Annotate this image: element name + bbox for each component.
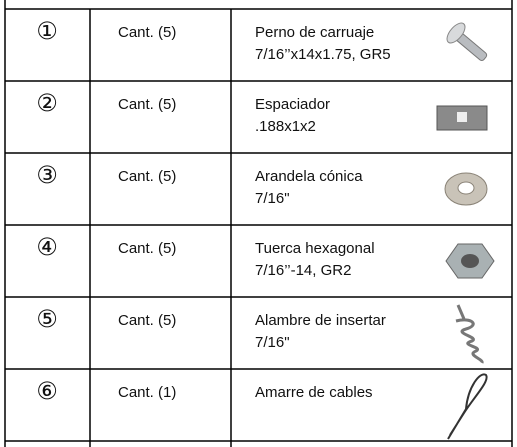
icon-shape (461, 254, 479, 268)
quantity: Cant. (5) (118, 312, 176, 329)
item-number: ① (36, 17, 58, 45)
part-icon (447, 373, 488, 440)
item-number: ② (36, 89, 58, 117)
description: Perno de carruaje (255, 24, 374, 41)
item-number: ③ (36, 161, 58, 189)
icon-shape (457, 181, 475, 195)
description: 7/16’’x14x1.75, GR5 (255, 46, 391, 63)
part-icon (445, 243, 495, 279)
icon-shape (446, 22, 466, 44)
item-number: ⑥ (36, 377, 58, 405)
quantity: Cant. (5) (118, 96, 176, 113)
part-icon (455, 304, 484, 364)
description: Alambre de insertar (255, 312, 386, 329)
part-icon (444, 172, 488, 206)
description: Espaciador (255, 96, 330, 113)
icon-shape (455, 304, 484, 364)
item-number: ④ (36, 233, 58, 261)
quantity: Cant. (5) (118, 240, 176, 257)
part-icon (436, 105, 488, 131)
description: 7/16’’-14, GR2 (255, 262, 351, 279)
icon-shape (447, 373, 488, 440)
description: 7/16" (255, 334, 290, 351)
description: Arandela cónica (255, 168, 363, 185)
item-number: ⑤ (36, 305, 58, 333)
quantity: Cant. (1) (118, 384, 176, 401)
description: 7/16" (255, 190, 290, 207)
part-icon (446, 22, 488, 61)
description: Amarre de cables (255, 384, 373, 401)
quantity: Cant. (5) (118, 168, 176, 185)
description: Tuerca hexagonal (255, 240, 375, 257)
description: .188x1x2 (255, 118, 316, 135)
quantity: Cant. (5) (118, 24, 176, 41)
icon-shape (457, 112, 467, 122)
